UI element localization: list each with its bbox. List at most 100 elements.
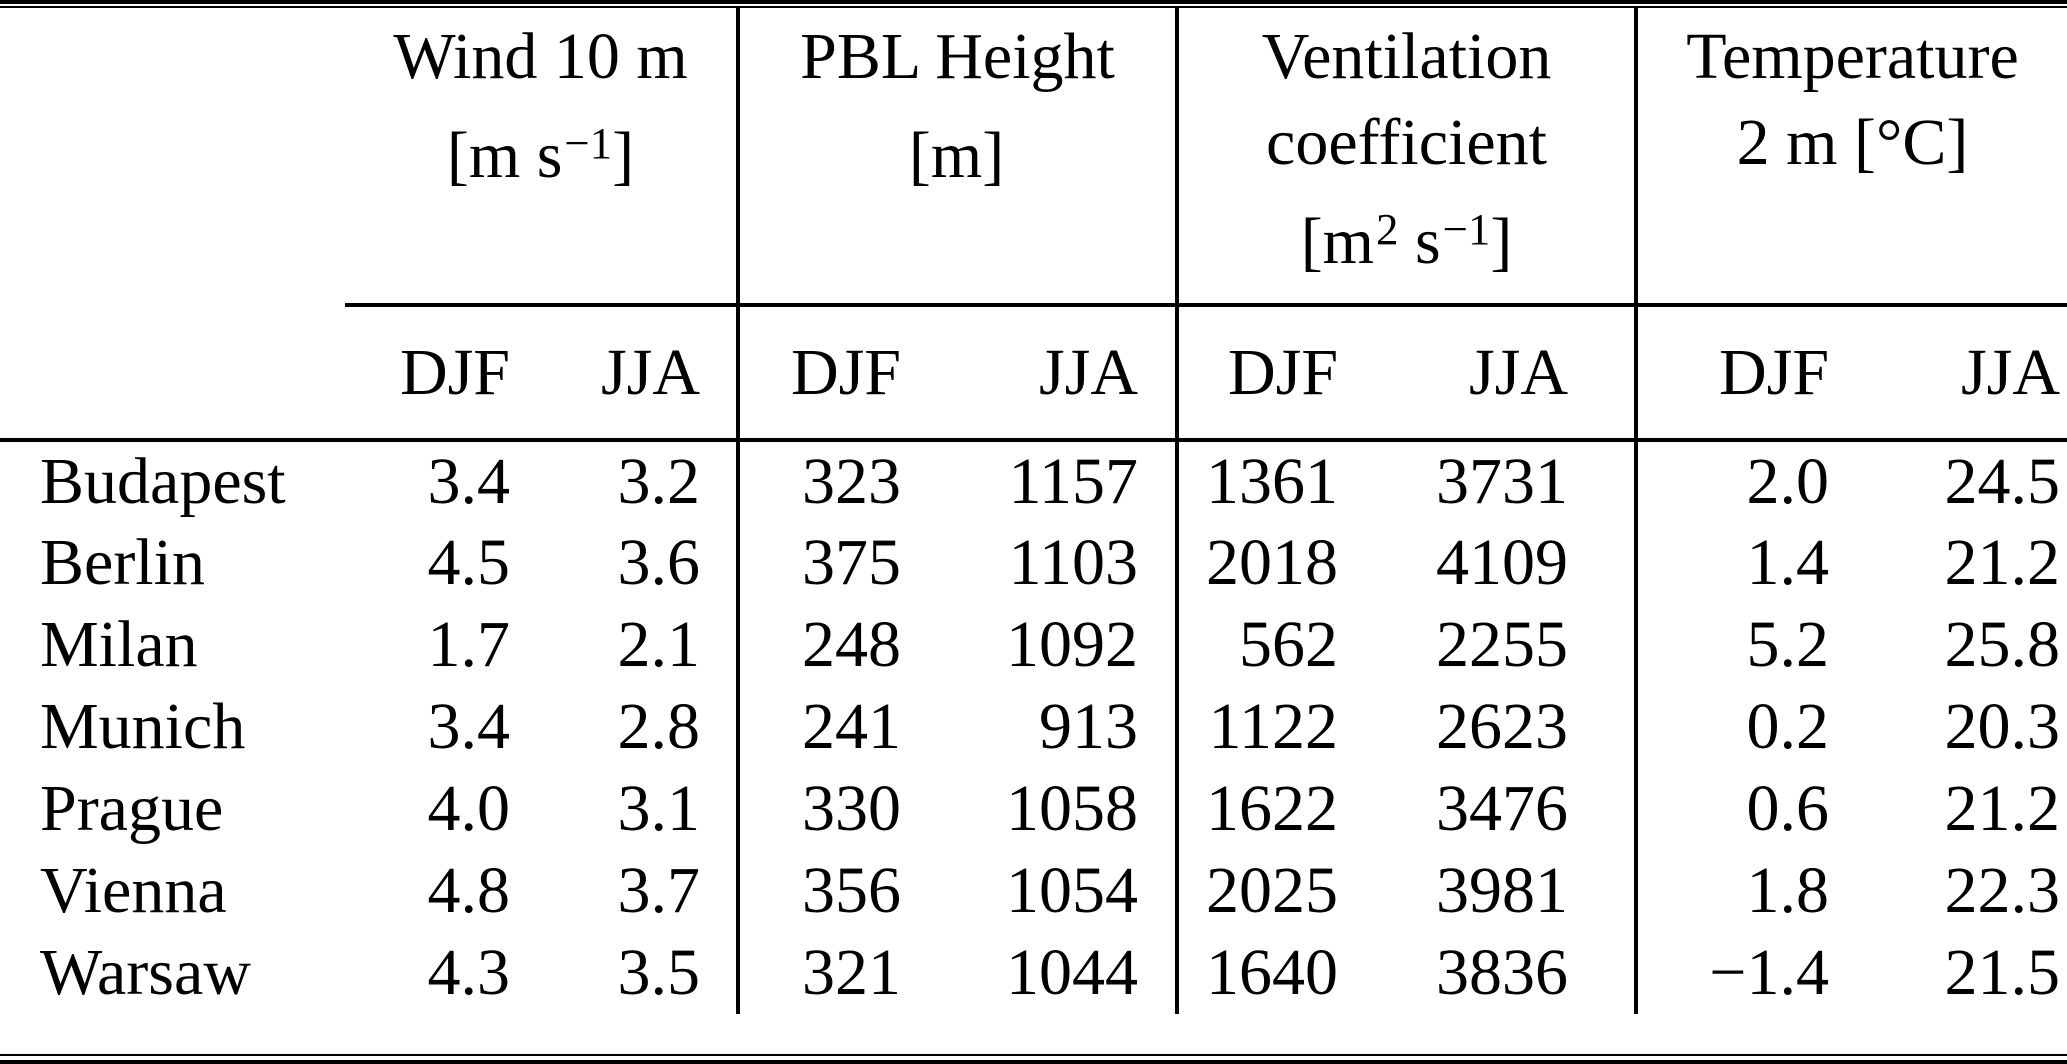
value-cell: 248 bbox=[802, 608, 902, 681]
table-row-warsaw: Warsaw 4.3 3.5 321 1044 1640 3836 −1.4 2… bbox=[0, 932, 2067, 1014]
value-cell: 323 bbox=[802, 445, 902, 518]
value-cell: 24.5 bbox=[1944, 445, 2061, 518]
col-group-pbl-unit: [m] bbox=[908, 118, 1005, 192]
city-label: Budapest bbox=[40, 445, 286, 518]
value-cell: 3981 bbox=[1360, 850, 1639, 932]
value-cell: 1.4 bbox=[1746, 526, 1830, 599]
value-cell: 1.7 bbox=[427, 608, 511, 681]
value-cell: 356 bbox=[802, 854, 902, 927]
column-group-header-row: Wind 10 m [m s−1] PBL Height [m] Ventila… bbox=[0, 8, 2067, 305]
col-group-ventilation: Ventilation coefficient [m2 s−1] bbox=[1177, 8, 1639, 305]
value-cell: 21.5 bbox=[1944, 936, 2061, 1009]
value-cell: −1.4 bbox=[1709, 936, 1830, 1009]
value-cell: 21.2 bbox=[1944, 526, 2061, 599]
table-row-prague: Prague 4.0 3.1 330 1058 1622 3476 0.6 21… bbox=[0, 768, 2067, 850]
table-row-budapest: Budapest 3.4 3.2 323 1157 1361 3731 2.0 … bbox=[0, 440, 2067, 522]
value-cell: 1622 bbox=[1206, 772, 1339, 845]
value-cell: 20.3 bbox=[1944, 690, 2061, 763]
col-group-ventilation-title2: coefficient bbox=[1266, 106, 1547, 179]
col-group-temperature-title: Temperature bbox=[1686, 20, 2019, 93]
col-group-pbl-title: PBL Height bbox=[800, 20, 1115, 93]
value-cell: 330 bbox=[802, 772, 902, 845]
value-cell: 0.6 bbox=[1746, 772, 1830, 845]
value-cell: 1058 bbox=[925, 768, 1180, 850]
col-group-ventilation-title: Ventilation bbox=[1261, 20, 1552, 93]
value-cell: 2623 bbox=[1360, 686, 1639, 768]
season-header-vent-jja: JJA bbox=[1360, 303, 1639, 442]
col-group-wind: Wind 10 m [m s−1] bbox=[345, 8, 741, 305]
city-label: Munich bbox=[40, 690, 246, 763]
season-header-pbl-jja: JJA bbox=[925, 303, 1180, 442]
value-cell: 3.4 bbox=[427, 690, 511, 763]
value-cell: 1640 bbox=[1206, 936, 1339, 1009]
value-cell: 3.4 bbox=[427, 445, 511, 518]
seasonal-statistics-table: Wind 10 m [m s−1] PBL Height [m] Ventila… bbox=[0, 8, 2067, 1014]
value-cell: 4.8 bbox=[427, 854, 511, 927]
value-cell: 0.2 bbox=[1746, 690, 1830, 763]
season-header-temp-djf: DJF bbox=[1636, 303, 1851, 442]
table-row-vienna: Vienna 4.8 3.7 356 1054 2025 3981 1.8 22… bbox=[0, 850, 2067, 932]
bottom-rule-thick bbox=[0, 1060, 2067, 1064]
city-label: Vienna bbox=[40, 854, 227, 927]
value-cell: 3731 bbox=[1360, 440, 1639, 522]
season-header-temp-jja: JJA bbox=[1850, 303, 2067, 442]
value-cell: 25.8 bbox=[1944, 608, 2061, 681]
corner-empty-cell bbox=[0, 8, 345, 305]
season-header-row: DJF JJA DJF JJA DJF JJA DJF JJA bbox=[0, 303, 2067, 442]
value-cell: 1092 bbox=[925, 604, 1180, 686]
value-cell: 4.0 bbox=[427, 772, 511, 845]
value-cell: 2.8 bbox=[540, 686, 741, 768]
value-cell: 321 bbox=[802, 936, 902, 1009]
col-group-pbl-height: PBL Height [m] bbox=[738, 8, 1180, 305]
city-label: Prague bbox=[40, 772, 224, 845]
value-cell: 1044 bbox=[925, 932, 1180, 1014]
col-group-wind-unit: [m s−1] bbox=[446, 118, 635, 192]
value-cell: 4.5 bbox=[427, 526, 511, 599]
season-header-wind-djf: DJF bbox=[345, 303, 540, 442]
table-row-munich: Munich 3.4 2.8 241 913 1122 2623 0.2 20.… bbox=[0, 686, 2067, 768]
season-empty-cell bbox=[0, 305, 345, 442]
value-cell: 1361 bbox=[1206, 445, 1339, 518]
value-cell: 3.2 bbox=[540, 440, 741, 522]
season-header-wind-jja: JJA bbox=[540, 303, 741, 442]
city-label: Warsaw bbox=[40, 936, 251, 1009]
value-cell: 3.1 bbox=[540, 768, 741, 850]
city-label: Berlin bbox=[40, 526, 205, 599]
value-cell: 4.3 bbox=[427, 936, 511, 1009]
season-header-vent-djf: DJF bbox=[1177, 303, 1361, 442]
value-cell: 913 bbox=[925, 686, 1180, 768]
value-cell: 562 bbox=[1239, 608, 1339, 681]
col-group-temperature: Temperature 2 m [°C] bbox=[1636, 8, 2067, 305]
value-cell: 1054 bbox=[925, 850, 1180, 932]
value-cell: 3476 bbox=[1360, 768, 1639, 850]
value-cell: 1157 bbox=[925, 440, 1180, 522]
value-cell: 2.1 bbox=[540, 604, 741, 686]
table-row-berlin: Berlin 4.5 3.6 375 1103 2018 4109 1.4 21… bbox=[0, 522, 2067, 604]
value-cell: 4109 bbox=[1360, 522, 1639, 604]
value-cell: 21.2 bbox=[1944, 772, 2061, 845]
value-cell: 1103 bbox=[925, 522, 1180, 604]
value-cell: 375 bbox=[802, 526, 902, 599]
col-group-ventilation-unit: [m2 s−1] bbox=[1300, 204, 1513, 278]
col-group-temperature-unit: 2 m [°C] bbox=[1736, 106, 1969, 179]
top-rule-thin bbox=[0, 6, 2067, 8]
value-cell: 3.5 bbox=[540, 932, 741, 1014]
value-cell: 1122 bbox=[1208, 690, 1339, 763]
value-cell: 2025 bbox=[1206, 854, 1339, 927]
value-cell: 2.0 bbox=[1746, 445, 1830, 518]
value-cell: 3.7 bbox=[540, 850, 741, 932]
value-cell: 5.2 bbox=[1746, 608, 1830, 681]
value-cell: 3.6 bbox=[540, 522, 741, 604]
value-cell: 1.8 bbox=[1746, 854, 1830, 927]
value-cell: 2255 bbox=[1360, 604, 1639, 686]
bottom-rule-thin bbox=[0, 1054, 2067, 1056]
season-header-pbl-djf: DJF bbox=[738, 303, 926, 442]
value-cell: 22.3 bbox=[1944, 854, 2061, 927]
table-row-milan: Milan 1.7 2.1 248 1092 562 2255 5.2 25.8 bbox=[0, 604, 2067, 686]
city-label: Milan bbox=[40, 608, 198, 681]
col-group-wind-title: Wind 10 m bbox=[393, 20, 688, 93]
value-cell: 241 bbox=[802, 690, 902, 763]
top-rule-thick bbox=[0, 0, 2067, 4]
value-cell: 3836 bbox=[1360, 932, 1639, 1014]
